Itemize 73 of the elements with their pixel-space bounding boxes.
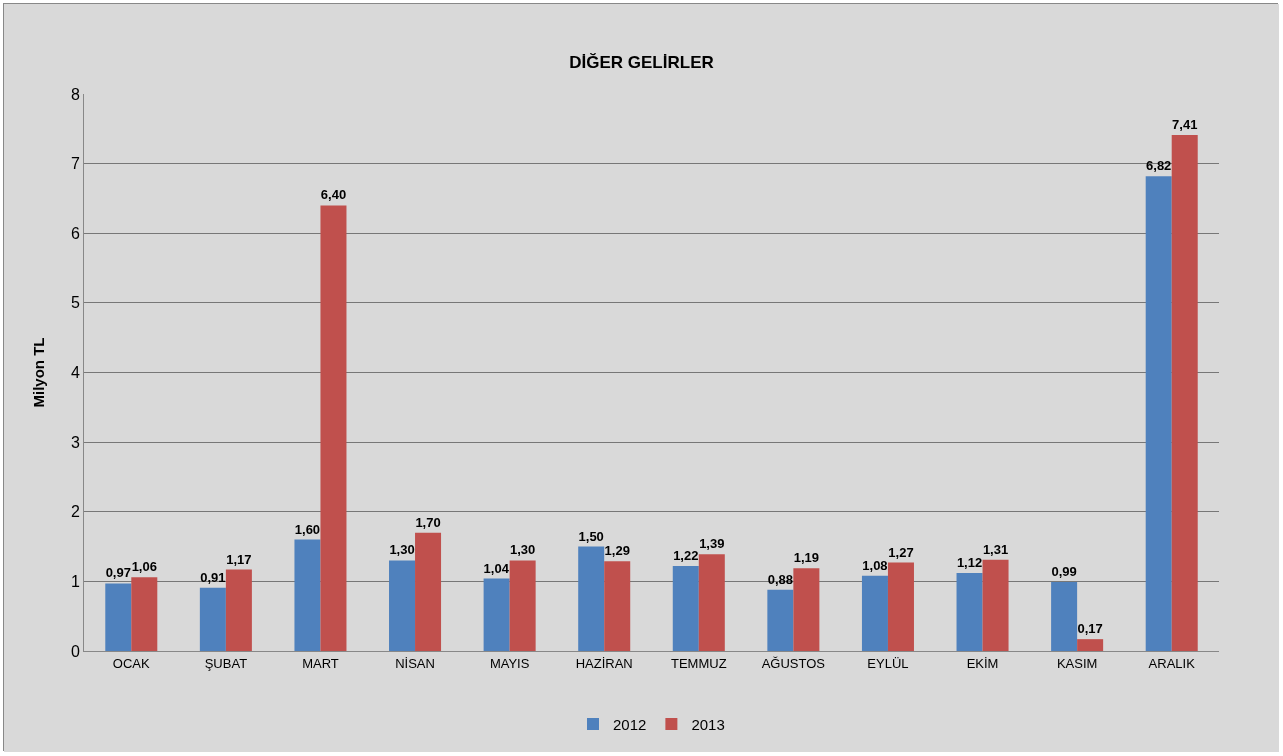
x-tick-label: ŞUBAT [204, 655, 248, 671]
data-label: 1,31 [982, 541, 1009, 557]
bar [483, 578, 510, 651]
bar [604, 561, 631, 651]
bar [225, 569, 252, 651]
bar [509, 560, 536, 651]
chart-title: DİĞER GELİRLER [569, 53, 714, 73]
y-tick-label: 4 [70, 364, 80, 382]
data-label: 1,06 [131, 559, 157, 575]
data-label: 1,50 [578, 528, 604, 544]
x-tick-label: HAZİRAN [575, 655, 633, 671]
data-label: 0,97 [105, 565, 131, 581]
x-tick-label: MAYIS [489, 655, 530, 671]
data-label: 1,22 [673, 548, 699, 564]
x-tick-label: OCAK [112, 655, 151, 671]
bar [1051, 582, 1078, 651]
bar [1171, 135, 1198, 651]
bar [887, 562, 914, 651]
bar [415, 532, 442, 651]
data-label: 1,12 [956, 555, 983, 571]
x-tick-label: NİSAN [395, 655, 435, 671]
y-tick-label: 8 [70, 85, 80, 103]
x-tick-label: AĞUSTOS [761, 655, 826, 671]
bar [1145, 176, 1172, 651]
data-label: 1,27 [888, 544, 914, 560]
bar [698, 554, 725, 651]
bar [861, 575, 888, 651]
x-tick-label: TEMMUZ [670, 655, 727, 671]
data-label: 0,17 [1077, 621, 1103, 637]
data-label: 1,70 [415, 514, 441, 530]
data-label: 1,17 [226, 551, 252, 567]
bar [982, 559, 1009, 651]
x-tick-label: ARALIK [1148, 655, 1196, 671]
legend-label: 2012 [613, 715, 647, 733]
bar [767, 589, 794, 651]
bar [1077, 639, 1104, 651]
y-tick-label: 2 [70, 503, 80, 521]
bar [131, 577, 158, 651]
data-label: 0,88 [767, 571, 794, 587]
y-tick-label: 1 [70, 572, 80, 590]
data-label: 1,60 [294, 521, 321, 537]
data-label: 1,04 [483, 560, 510, 576]
bar [389, 560, 416, 651]
bar [956, 573, 983, 651]
x-tick-label: EYLÜL [867, 655, 909, 671]
data-label: 1,29 [604, 543, 630, 559]
bar [294, 539, 321, 651]
data-label: 1,30 [389, 542, 415, 558]
data-label: 1,08 [862, 557, 888, 573]
bar [578, 546, 605, 651]
bar [320, 205, 347, 651]
data-label: 1,39 [699, 536, 725, 552]
data-label: 6,82 [1146, 158, 1172, 174]
x-tick-label: MART [302, 655, 339, 671]
x-tick-label: KASIM [1056, 655, 1098, 671]
data-label: 6,40 [320, 187, 347, 203]
data-label: 1,19 [793, 550, 820, 566]
y-tick-label: 5 [70, 294, 80, 312]
bar [199, 587, 226, 651]
legend-label: 2013 [691, 715, 725, 733]
y-tick-label: 6 [70, 224, 80, 242]
bar [672, 566, 699, 651]
data-label: 7,41 [1172, 117, 1198, 133]
data-label: 0,91 [200, 569, 226, 585]
data-label: 0,99 [1051, 564, 1077, 580]
y-axis-title: Milyon TL [30, 337, 47, 408]
data-label: 1,30 [509, 542, 536, 558]
bar [793, 568, 820, 651]
y-tick-label: 7 [70, 155, 80, 173]
x-tick-label: EKİM [966, 655, 999, 671]
bar [105, 583, 132, 651]
y-tick-label: 0 [70, 642, 80, 660]
y-tick-label: 3 [70, 433, 80, 451]
